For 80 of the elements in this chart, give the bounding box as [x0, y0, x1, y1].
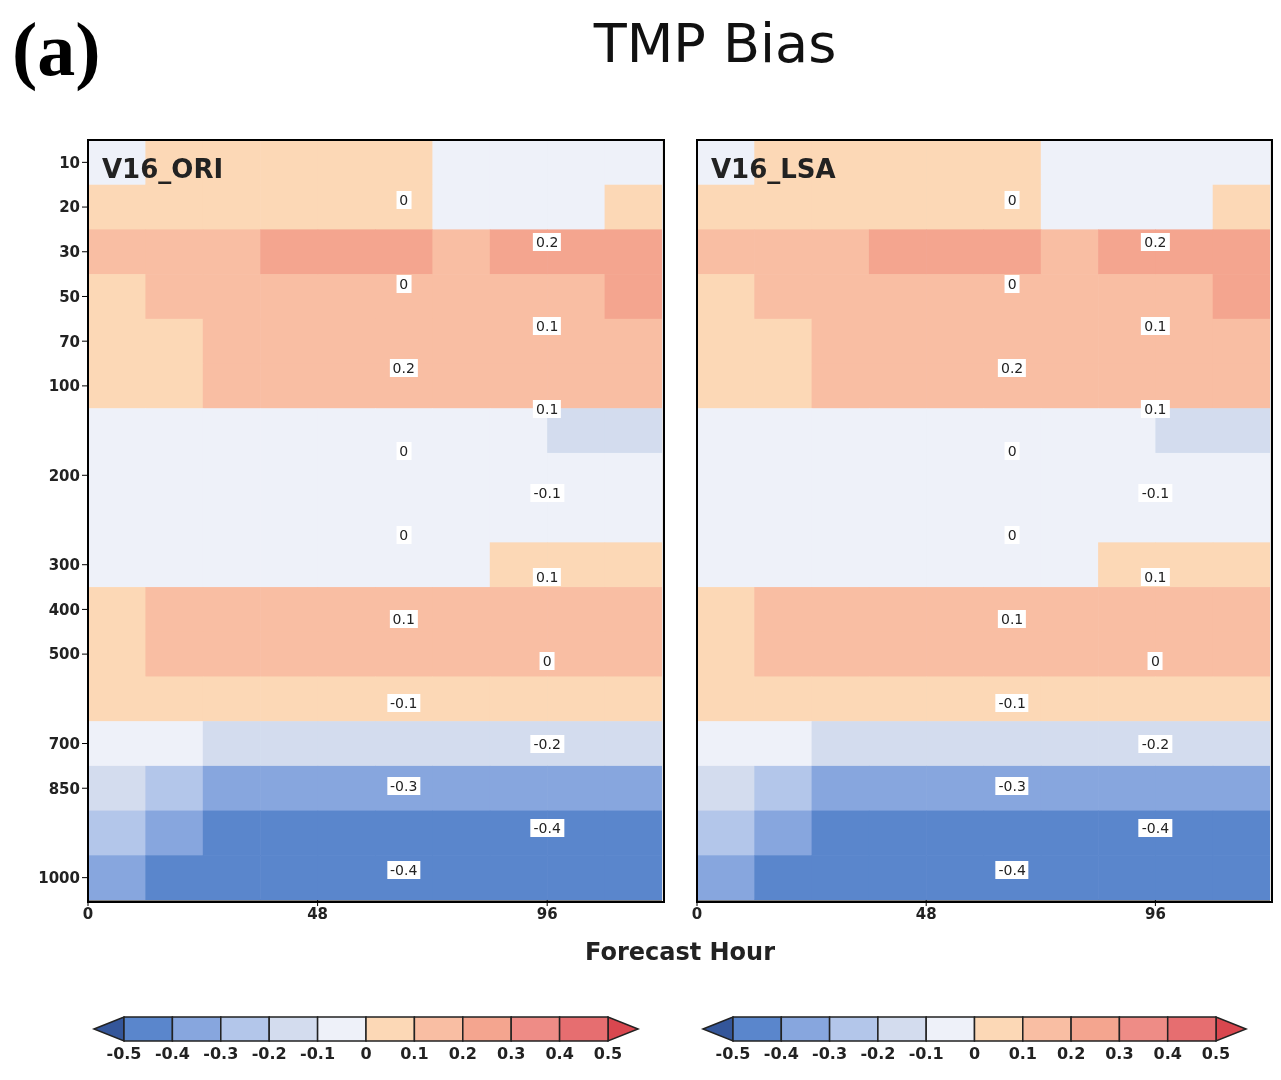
annotation: -0.4: [530, 819, 564, 838]
annotation: -0.3: [995, 777, 1029, 796]
annotation: -0.1: [530, 484, 564, 503]
annotation: 0.1: [533, 400, 562, 419]
x-tick-label: 96: [536, 904, 558, 923]
annotation: 0.2: [998, 358, 1027, 377]
annotation: -0.4: [995, 861, 1029, 879]
color-bar-label: -0.1: [908, 1044, 944, 1063]
text: V16_ORI: [102, 154, 224, 184]
x-tick-label: 96: [1144, 904, 1166, 923]
y-tick-label: 700: [48, 734, 80, 753]
color-bar-label: -0.3: [812, 1044, 848, 1063]
chart-title: TMP Bias: [593, 12, 837, 75]
color-bar-label: 0: [968, 1044, 981, 1063]
x-tick-label: 0: [82, 904, 94, 923]
text: (a): [12, 6, 101, 93]
annotation: 0.1: [1141, 567, 1170, 586]
color-bar-label: 0.2: [1056, 1044, 1086, 1063]
y-tick-label: 100: [48, 377, 80, 396]
color-bar-label: 0: [360, 1044, 372, 1063]
annotation: 0.1: [1141, 400, 1170, 419]
color-bar-label: 0.3: [497, 1044, 526, 1063]
color-bar-label: 0.4: [1153, 1044, 1182, 1063]
color-bar-label: -0.5: [715, 1044, 751, 1063]
annotation: 0: [396, 526, 412, 544]
y-tick-label: 400: [48, 600, 80, 619]
color-bar-label: -0.3: [203, 1044, 239, 1063]
annotation: 0: [396, 274, 412, 293]
annotation: -0.4: [1138, 819, 1173, 838]
x-tick-label: 48: [307, 904, 329, 923]
y-tick-label: 850: [48, 779, 80, 798]
annotation: 0.1: [1141, 316, 1170, 335]
annotation: 0: [1004, 191, 1020, 209]
annotation: 0.1: [998, 609, 1027, 628]
color-bar-label: 0.1: [1008, 1044, 1037, 1063]
annotation: -0.2: [1138, 735, 1173, 754]
y-tick-label: 500: [48, 645, 80, 664]
y-tick-label: 1000: [38, 868, 80, 887]
annotation: 0.2: [533, 232, 562, 251]
color-bar-label: -0.2: [860, 1044, 896, 1063]
annotation: 0.1: [389, 609, 418, 628]
color-bar-label: 0.5: [593, 1044, 623, 1063]
x-tick-label: 0: [691, 904, 703, 923]
annotation: -0.1: [995, 693, 1029, 712]
color-bar-label: 0.5: [1201, 1044, 1231, 1063]
y-tick-label: 200: [48, 466, 80, 485]
annotation: 0.2: [389, 358, 418, 377]
y-tick-label: 70: [59, 332, 80, 351]
annotation: -0.3: [387, 777, 421, 796]
y-tick-label: 30: [59, 243, 80, 262]
color-bar-label: 0.1: [400, 1044, 429, 1063]
color-bar-label: -0.4: [763, 1044, 799, 1063]
color-bar-label: -0.2: [251, 1044, 287, 1063]
y-tick-label: 10: [59, 153, 80, 172]
color-bar-label: -0.5: [106, 1044, 142, 1063]
color-bar-label: 0.4: [545, 1044, 574, 1063]
annotation: 0: [539, 651, 555, 670]
annotation: 0: [1004, 442, 1020, 461]
annotation: 0: [396, 191, 412, 209]
color-bar-label: 0.3: [1105, 1044, 1134, 1063]
annotation: 0: [1147, 651, 1163, 670]
color-bar-label: 0.2: [448, 1044, 477, 1063]
color-bar-label: -0.1: [300, 1044, 336, 1063]
text: V16_LSA: [711, 154, 836, 184]
annotation: 0: [1004, 274, 1020, 293]
y-tick-label: 50: [59, 287, 80, 306]
annotation: -0.2: [530, 735, 564, 754]
y-tick-label: 20: [59, 198, 80, 217]
annotation: -0.1: [1138, 484, 1173, 503]
x-axis-title: Forecast Hour: [583, 938, 777, 966]
annotation: 0.1: [533, 567, 562, 586]
annotation: -0.1: [387, 693, 421, 712]
annotation: 0.1: [533, 316, 562, 335]
annotation: -0.4: [387, 861, 421, 879]
y-tick-label: 300: [48, 556, 80, 575]
color-bar-label: -0.4: [154, 1044, 190, 1063]
annotation: 0.2: [1141, 232, 1170, 251]
annotation: 0: [396, 442, 412, 461]
annotation: 0: [1004, 526, 1020, 544]
x-tick-label: 48: [915, 904, 937, 923]
